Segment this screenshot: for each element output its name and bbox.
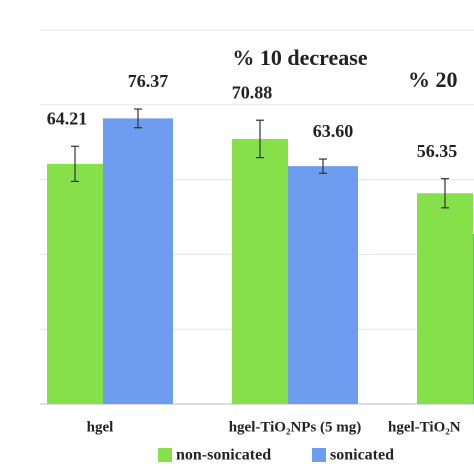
value-label: 76.37 xyxy=(128,71,169,91)
legend-swatch xyxy=(312,448,326,462)
x-tick-label: hgel xyxy=(87,419,114,435)
error-bar xyxy=(441,178,449,209)
value-label: 64.21 xyxy=(47,108,88,128)
x-tick-label: hgel-TiO₂NPs (5 mg) xyxy=(229,419,362,435)
error-bar xyxy=(319,158,327,174)
value-label: 63.60 xyxy=(313,121,354,141)
value-label: 70.88 xyxy=(232,82,273,102)
bar xyxy=(417,193,473,404)
bar xyxy=(232,138,288,404)
error-bar xyxy=(134,108,142,129)
bar xyxy=(288,166,358,404)
legend-label: non-sonicated xyxy=(176,447,271,464)
bar xyxy=(47,163,103,404)
annotation: % 20 xyxy=(408,67,458,92)
x-tick-label: hgel-TiO₂N xyxy=(388,419,461,435)
error-bar xyxy=(256,119,264,159)
value-label: 56.35 xyxy=(417,141,458,161)
legend-label: sonicated xyxy=(330,447,394,464)
annotation: % 10 decrease xyxy=(232,45,367,70)
error-bar xyxy=(71,145,79,183)
legend-swatch xyxy=(158,448,172,462)
bar xyxy=(103,118,173,405)
